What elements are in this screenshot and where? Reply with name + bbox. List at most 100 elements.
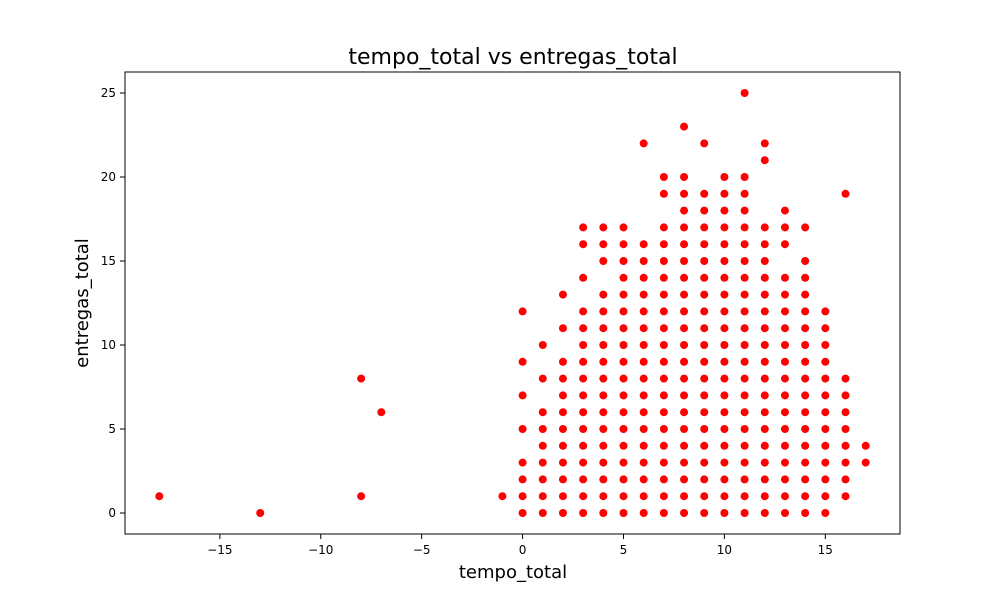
data-point [700,357,709,366]
data-point [538,509,547,517]
data-point [720,273,729,282]
data-point [256,509,265,517]
data-point [659,475,668,484]
data-point [538,341,547,349]
data-point [680,206,689,215]
data-point [659,324,668,333]
data-point [619,307,628,316]
data-point [760,374,769,383]
data-point [760,391,769,400]
data-point [740,492,749,501]
chart-title: tempo_total vs entregas_total [348,45,677,70]
data-point [700,374,709,383]
data-point [841,189,850,198]
data-point [700,206,709,215]
y-tick-label: 5 [108,422,116,436]
data-point [639,374,648,383]
data-point [720,240,729,249]
data-point [821,475,830,484]
data-point [518,509,527,517]
data-point [841,425,850,433]
data-point [740,441,749,450]
data-point [639,257,648,265]
data-point [659,374,668,383]
data-point [700,189,709,198]
y-tick-label: 20 [101,170,116,184]
data-point [558,324,567,333]
data-point [659,173,668,181]
data-point [639,341,648,349]
data-point [680,492,689,501]
data-point [357,374,366,383]
data-point [558,441,567,450]
data-point [720,408,729,417]
data-point [760,458,769,467]
data-point [579,441,588,450]
data-point [700,391,709,400]
data-point [659,425,668,433]
data-point [538,425,547,433]
data-point [760,357,769,366]
data-point [720,492,729,501]
data-point [558,290,567,299]
data-point [639,425,648,433]
data-point [780,290,789,299]
data-point [599,441,608,450]
data-point [720,357,729,366]
data-point [579,458,588,467]
data-point [619,341,628,349]
data-point [377,408,386,417]
data-point [780,458,789,467]
data-point [740,324,749,333]
data-point [680,341,689,349]
data-point [680,509,689,517]
data-point [720,223,729,232]
data-point [740,408,749,417]
data-point [801,341,810,349]
data-point [801,223,810,232]
data-point [821,492,830,501]
data-point [659,223,668,232]
data-point [599,391,608,400]
data-point [659,492,668,501]
data-point [720,173,729,181]
data-point [801,425,810,433]
data-point [821,408,830,417]
data-point [841,492,850,501]
data-point [740,341,749,349]
data-point [659,290,668,299]
data-point [780,391,789,400]
data-point [780,324,789,333]
data-point [720,257,729,265]
data-point [619,509,628,517]
data-point [780,408,789,417]
x-tick-label: 10 [717,543,732,557]
data-point [780,240,789,249]
data-point [740,509,749,517]
data-point [619,458,628,467]
data-point [579,408,588,417]
data-point [740,89,749,97]
data-point [518,307,527,316]
data-point [599,374,608,383]
data-point [821,307,830,316]
data-point [821,357,830,366]
data-point [760,425,769,433]
data-point [599,341,608,349]
data-point [780,223,789,232]
data-point [680,391,689,400]
data-point [760,324,769,333]
data-point [841,475,850,484]
data-point [680,458,689,467]
data-point [659,341,668,349]
data-point [558,458,567,467]
data-point [538,441,547,450]
data-point [619,425,628,433]
data-point [740,458,749,467]
data-point [680,425,689,433]
data-point [700,475,709,484]
data-point [680,290,689,299]
data-point [720,189,729,198]
data-point [760,290,769,299]
data-point [760,139,769,148]
